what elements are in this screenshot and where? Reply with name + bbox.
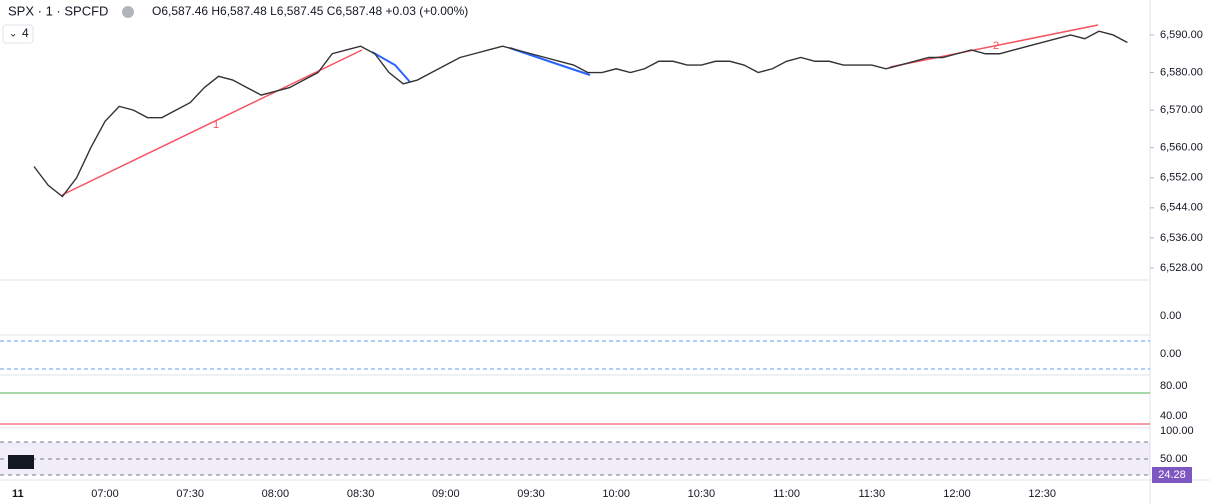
- x-tick-label: 12:30: [1028, 488, 1056, 500]
- trend-label: 2: [993, 40, 999, 52]
- symbol-title: SPX · 1 · SPCFD: [8, 3, 108, 18]
- pane-axis-label: 0.00: [1160, 348, 1181, 360]
- x-tick-label: 11:00: [773, 488, 800, 500]
- logo: [8, 455, 34, 469]
- chevron: ⌄: [9, 29, 17, 40]
- x-tick-label: 11:30: [858, 488, 885, 500]
- x-tick-label: 07:30: [176, 488, 204, 500]
- y-tick-label: 6,528.00: [1160, 262, 1203, 274]
- x-tick-label: 09:00: [432, 488, 460, 500]
- x-tick-label: 10:00: [602, 488, 630, 500]
- x-tick-label: 07:00: [91, 488, 119, 500]
- pane-axis-label: 50.00: [1160, 453, 1188, 465]
- eye-icon[interactable]: [122, 6, 134, 18]
- x-tick-label: 08:00: [262, 488, 290, 500]
- ohlc: O6,587.46 H6,587.48 L6,587.45 C6,587.48 …: [152, 4, 468, 18]
- trend-line[interactable]: [61, 49, 363, 196]
- price-line: [33, 30, 1128, 198]
- x-tick-label: 12:00: [943, 488, 971, 500]
- x-tick-label: 10:30: [688, 488, 716, 500]
- rsi-value: 24.28: [1158, 469, 1186, 481]
- drawing-arrow[interactable]: [509, 47, 591, 76]
- x-tick-label: 08:30: [347, 488, 375, 500]
- y-tick-label: 6,590.00: [1160, 29, 1203, 41]
- badge: 4: [22, 26, 29, 40]
- rsi-band: [0, 442, 1150, 475]
- drawing-arrow[interactable]: [371, 51, 411, 83]
- collapse-button[interactable]: [2, 24, 34, 44]
- pane-axis-label: 0.00: [1160, 310, 1181, 322]
- y-tick-label: 6,580.00: [1160, 66, 1203, 78]
- pane-axis-label: 80.00: [1160, 380, 1188, 392]
- pane-axis-label: 40.00: [1160, 410, 1188, 422]
- y-tick-label: 6,536.00: [1160, 232, 1203, 244]
- x-tick-label: 09:30: [517, 488, 545, 500]
- rsi-value-box: [1152, 467, 1192, 483]
- y-tick-label: 6,570.00: [1160, 104, 1203, 116]
- pane-axis-label: 100.00: [1160, 425, 1194, 437]
- day-label: 11: [12, 488, 24, 500]
- y-tick-label: 6,560.00: [1160, 142, 1203, 154]
- trend-line[interactable]: [889, 24, 1099, 68]
- trend-label: 1: [213, 119, 219, 131]
- y-tick-label: 6,552.00: [1160, 172, 1203, 184]
- y-tick-label: 6,544.00: [1160, 202, 1203, 214]
